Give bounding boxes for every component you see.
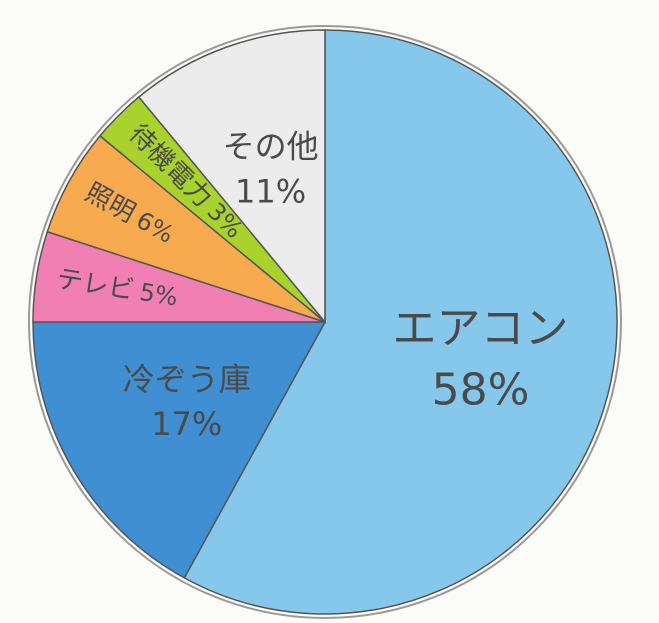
slice-value: 17% bbox=[151, 405, 222, 443]
slice-value: 5% bbox=[138, 278, 180, 312]
pie-slice bbox=[137, 29, 326, 325]
slice-label: その他 bbox=[223, 127, 319, 165]
slice-value: 11% bbox=[235, 172, 306, 210]
pie-slice bbox=[183, 29, 618, 615]
pie-slice bbox=[32, 321, 327, 579]
slice-label: 冷ぞう庫 bbox=[123, 360, 251, 398]
slice-value: 58% bbox=[432, 365, 530, 416]
slice-label: エアコン bbox=[393, 303, 569, 354]
pie-outline bbox=[28, 25, 622, 619]
